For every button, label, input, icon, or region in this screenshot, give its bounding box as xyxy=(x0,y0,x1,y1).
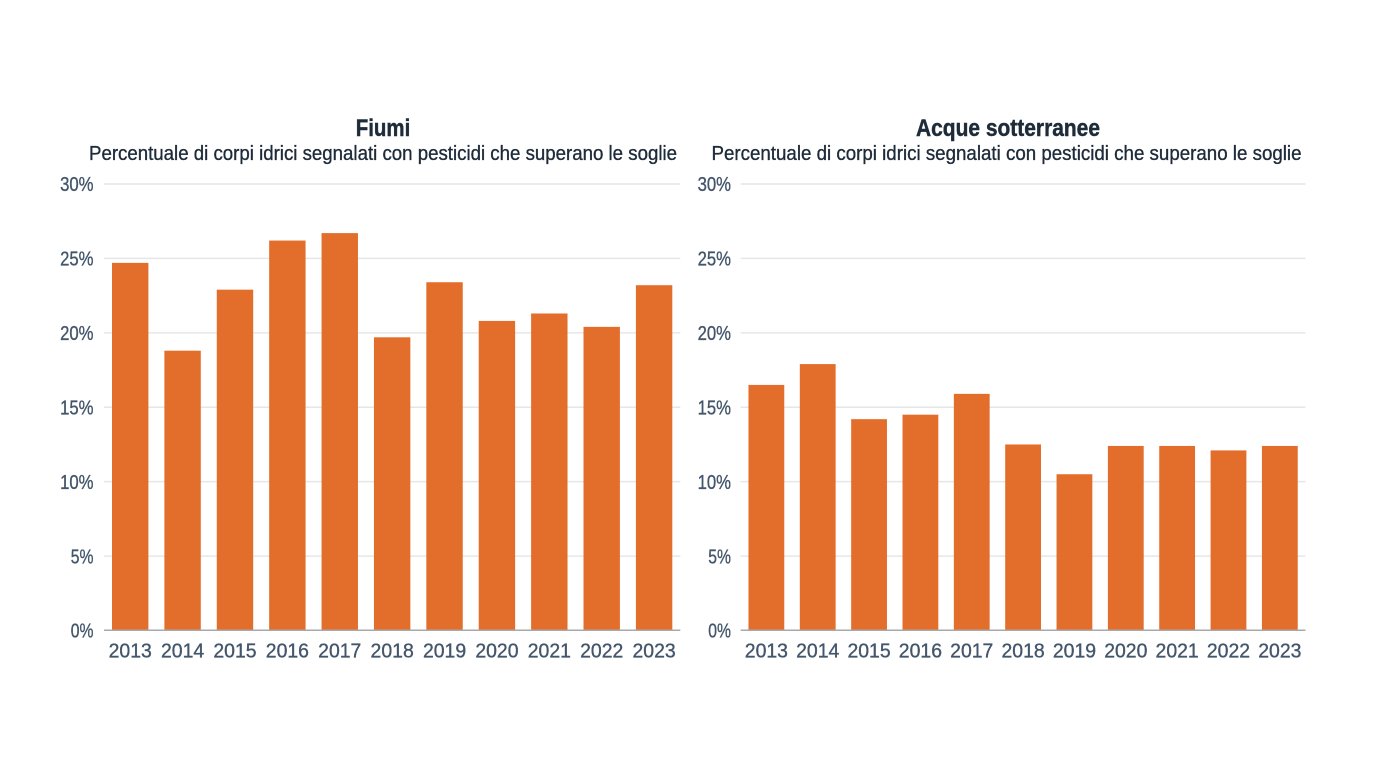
svg-text:2015: 2015 xyxy=(213,641,256,663)
svg-text:30%: 30% xyxy=(60,174,94,196)
svg-text:2016: 2016 xyxy=(266,641,309,663)
svg-text:Percentuale di corpi idrici se: Percentuale di corpi idrici segnalati co… xyxy=(712,143,1302,165)
svg-text:2019: 2019 xyxy=(1053,641,1096,663)
svg-text:2018: 2018 xyxy=(1002,641,1045,663)
svg-text:0%: 0% xyxy=(71,621,94,643)
svg-text:20%: 20% xyxy=(60,323,94,345)
svg-text:Percentuale di corpi idrici se: Percentuale di corpi idrici segnalati co… xyxy=(89,143,677,165)
svg-text:2017: 2017 xyxy=(318,641,361,663)
svg-text:10%: 10% xyxy=(698,472,732,494)
svg-text:0%: 0% xyxy=(708,621,731,643)
svg-text:2023: 2023 xyxy=(1258,641,1301,663)
svg-text:30%: 30% xyxy=(698,174,732,196)
svg-text:2020: 2020 xyxy=(475,641,518,663)
svg-text:10%: 10% xyxy=(60,472,94,494)
svg-text:2022: 2022 xyxy=(580,641,623,663)
svg-text:2013: 2013 xyxy=(109,641,152,663)
svg-text:15%: 15% xyxy=(60,397,94,419)
svg-text:2014: 2014 xyxy=(161,641,204,663)
svg-text:15%: 15% xyxy=(698,397,732,419)
svg-text:2019: 2019 xyxy=(423,641,466,663)
svg-text:25%: 25% xyxy=(698,249,732,271)
svg-text:25%: 25% xyxy=(60,249,94,271)
svg-text:Acque sotterranee: Acque sotterranee xyxy=(916,115,1100,142)
svg-text:2017: 2017 xyxy=(950,641,993,663)
svg-text:2016: 2016 xyxy=(899,641,942,663)
svg-text:20%: 20% xyxy=(698,323,732,345)
svg-text:5%: 5% xyxy=(708,546,731,568)
svg-text:2020: 2020 xyxy=(1104,641,1147,663)
svg-text:2021: 2021 xyxy=(528,641,571,663)
svg-text:2022: 2022 xyxy=(1207,641,1250,663)
svg-text:2013: 2013 xyxy=(745,641,788,663)
svg-text:2014: 2014 xyxy=(796,641,839,663)
svg-text:Fiumi: Fiumi xyxy=(356,115,411,142)
svg-text:2021: 2021 xyxy=(1156,641,1199,663)
svg-text:5%: 5% xyxy=(71,546,94,568)
svg-text:2015: 2015 xyxy=(847,641,890,663)
svg-text:2023: 2023 xyxy=(633,641,676,663)
svg-text:2018: 2018 xyxy=(371,641,414,663)
